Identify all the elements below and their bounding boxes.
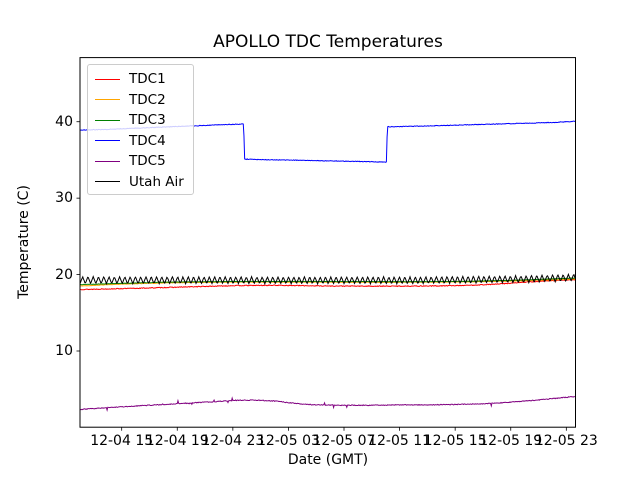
y-tick-label: 10	[55, 343, 73, 359]
legend-label: TDC2	[129, 91, 166, 108]
legend-label: Utah Air	[129, 173, 184, 190]
legend-label: TDC3	[129, 112, 166, 129]
y-tick-label: 20	[55, 266, 73, 283]
legend-item-tdc3: TDC3	[95, 110, 193, 130]
legend-swatch	[95, 181, 120, 183]
legend: TDC1 TDC2 TDC3 TDC4 TDC5 Utah Air	[87, 64, 194, 195]
series-line-utah-air	[79, 272, 576, 286]
legend-swatch	[95, 119, 120, 121]
x-tick-label: 12-05 19	[479, 433, 543, 449]
series-line-tdc1	[79, 279, 576, 291]
x-tick-label: 12-04 15	[90, 433, 154, 449]
legend-label: TDC5	[129, 153, 166, 170]
x-tick-label: 12-04 23	[201, 433, 265, 449]
legend-item-tdc5: TDC5	[95, 151, 193, 171]
legend-swatch	[95, 160, 120, 162]
x-axis-label: Date (GMT)	[287, 452, 369, 468]
legend-label: TDC4	[129, 132, 166, 149]
x-tick-label: 12-04 19	[145, 433, 209, 449]
x-tick-label: 12-05 15	[423, 433, 487, 449]
legend-label: TDC1	[129, 71, 166, 88]
y-tick-label: 40	[55, 113, 73, 130]
x-tick-label: 12-05 07	[312, 433, 376, 449]
legend-item-tdc4: TDC4	[95, 131, 193, 151]
chart-title: APOLLO TDC Temperatures	[213, 32, 443, 52]
legend-item-tdc1: TDC1	[95, 69, 193, 89]
legend-swatch	[95, 140, 120, 142]
x-tick-label: 12-05 03	[256, 433, 320, 449]
plot-frame	[79, 57, 576, 428]
x-tick-label: 12-05 23	[534, 433, 598, 449]
legend-swatch	[95, 78, 120, 80]
legend-swatch	[95, 99, 120, 101]
legend-item-tdc2: TDC2	[95, 90, 193, 110]
x-tick-label: 12-05 11	[368, 433, 432, 449]
legend-item-utah-air: Utah Air	[95, 172, 193, 192]
y-tick-label: 30	[55, 190, 73, 207]
y-axis-label-text: Temperature (C)	[16, 185, 32, 299]
series-line-tdc5	[79, 396, 576, 412]
